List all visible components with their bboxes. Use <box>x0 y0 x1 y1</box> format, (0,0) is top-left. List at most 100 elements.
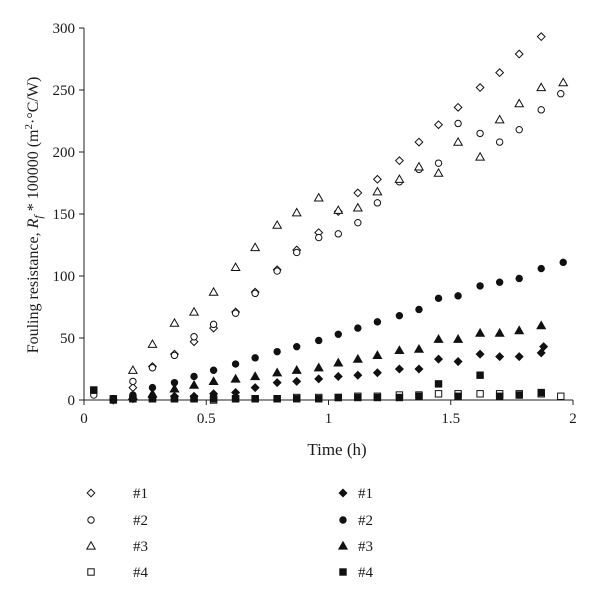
legend-item: #1 <box>338 486 373 502</box>
data-point-triangle-filled <box>372 350 383 360</box>
y-axis-label-symbol: R <box>25 218 42 229</box>
data-point-square-filled <box>109 396 118 404</box>
legend-label: #4 <box>358 565 374 581</box>
data-point-circle-open <box>515 125 523 134</box>
data-point-triangle-open <box>433 167 444 177</box>
series-filled-triangle <box>127 320 547 400</box>
x-tick-label: 0 <box>80 411 88 427</box>
legend-marker-circle-open <box>87 516 95 524</box>
data-point-circle-filled <box>273 347 281 356</box>
data-point-triangle-open <box>352 202 363 212</box>
data-point-square-filled <box>129 395 137 403</box>
data-point-triangle-open <box>208 286 219 296</box>
data-point-triangle-filled <box>475 327 486 337</box>
data-point-diamond-filled <box>272 378 282 388</box>
data-point-triangle-filled <box>291 365 302 374</box>
data-point-circle-filled <box>415 305 423 314</box>
series-open-triangle <box>127 77 569 374</box>
data-point-diamond-filled <box>514 352 524 362</box>
data-point-triangle-filled <box>188 379 200 389</box>
y-axis-label-end: ·°C/W) <box>25 77 42 124</box>
data-point-diamond-open <box>414 137 424 147</box>
data-point-triangle-filled <box>352 353 363 363</box>
data-point-square-filled <box>354 393 362 402</box>
data-point-diamond-open <box>353 188 363 198</box>
data-point-circle-filled <box>315 336 323 345</box>
data-point-diamond-filled <box>394 364 404 374</box>
series-open-square <box>90 386 565 404</box>
data-point-diamond-open <box>434 120 444 130</box>
data-point-triangle-open <box>147 338 158 348</box>
data-point-square-filled <box>454 392 462 400</box>
x-axis-label: Time (h) <box>307 440 366 459</box>
legend-marker-triangle-open <box>85 540 97 550</box>
y-tick-label: 50 <box>60 331 75 347</box>
data-point-triangle-open <box>250 242 261 252</box>
data-point-square-filled <box>231 395 240 403</box>
data-point-triangle-open <box>475 151 486 161</box>
series-open-circle <box>90 90 565 403</box>
data-point-triangle-filled <box>208 376 219 386</box>
y-tick-label: 200 <box>53 145 76 161</box>
data-point-triangle-open <box>453 136 464 146</box>
data-point-square-filled <box>170 395 179 403</box>
x-tick-label: 0.5 <box>197 411 216 427</box>
data-point-circle-open <box>129 377 137 386</box>
data-point-triangle-open <box>494 114 505 124</box>
axis-ticks: 0 50 100 150 200 250 300 0 0.5 1 1.5 2 <box>53 21 577 427</box>
data-point-circle-open <box>231 309 240 317</box>
legend-marker-diamond-open <box>86 488 96 498</box>
data-point-circle-filled <box>495 278 504 286</box>
data-point-triangle-filled <box>230 373 241 383</box>
data-point-diamond-open <box>536 32 546 42</box>
legend-label: #3 <box>358 539 373 555</box>
data-point-triangle-filled <box>250 371 261 381</box>
data-point-triangle-open <box>188 306 200 316</box>
series-filled-circle <box>109 258 567 403</box>
data-point-triangle-open <box>127 365 138 374</box>
data-point-circle-open <box>251 289 259 298</box>
data-point-square-filled <box>148 395 157 403</box>
legend-marker-square-open <box>87 568 95 576</box>
data-point-circle-open <box>148 364 157 372</box>
data-point-diamond-filled <box>314 374 324 384</box>
y-axis-label-superscript: 2 <box>23 124 35 130</box>
data-point-diamond-open <box>453 102 463 112</box>
data-point-diamond-filled <box>434 354 444 364</box>
data-point-circle-open <box>454 119 462 128</box>
legend-item: #3 <box>85 539 148 555</box>
y-tick-label: 0 <box>68 393 76 409</box>
legend-marker-triangle-filled <box>337 540 349 550</box>
data-point-triangle-open <box>333 205 344 214</box>
y-axis-label: Fouling resistance, Rf * 100000 (m2·°C/W… <box>23 77 45 354</box>
data-point-diamond-open <box>372 174 382 184</box>
data-point-triangle-filled <box>313 362 324 372</box>
legend-item: #4 <box>339 565 374 581</box>
data-point-diamond-filled <box>292 376 302 386</box>
data-point-circle-open <box>293 248 301 257</box>
legend-label: #2 <box>133 513 148 529</box>
axes <box>83 28 573 401</box>
data-point-diamond-filled <box>495 352 505 362</box>
data-point-diamond-filled <box>539 342 549 352</box>
x-tick-label: 1.5 <box>441 411 460 427</box>
series-open-diamond <box>108 32 546 405</box>
legend-label: #2 <box>358 513 373 529</box>
y-axis-label-subscript: f <box>31 214 45 219</box>
data-points <box>90 32 569 405</box>
data-point-circle-filled <box>454 292 462 300</box>
data-point-diamond-filled <box>372 368 382 378</box>
data-point-triangle-filled <box>272 367 283 377</box>
data-point-triangle-open <box>514 98 525 108</box>
data-point-circle-filled <box>537 264 545 273</box>
data-point-square-filled <box>293 395 301 403</box>
data-point-square-filled <box>315 395 323 403</box>
data-point-square-filled <box>190 395 198 403</box>
data-point-diamond-filled <box>453 357 463 367</box>
y-axis-label-prefix: Fouling resistance, <box>25 228 42 353</box>
data-point-triangle-filled <box>333 357 344 367</box>
data-point-circle-open <box>354 218 362 227</box>
data-point-circle-filled <box>476 282 484 290</box>
